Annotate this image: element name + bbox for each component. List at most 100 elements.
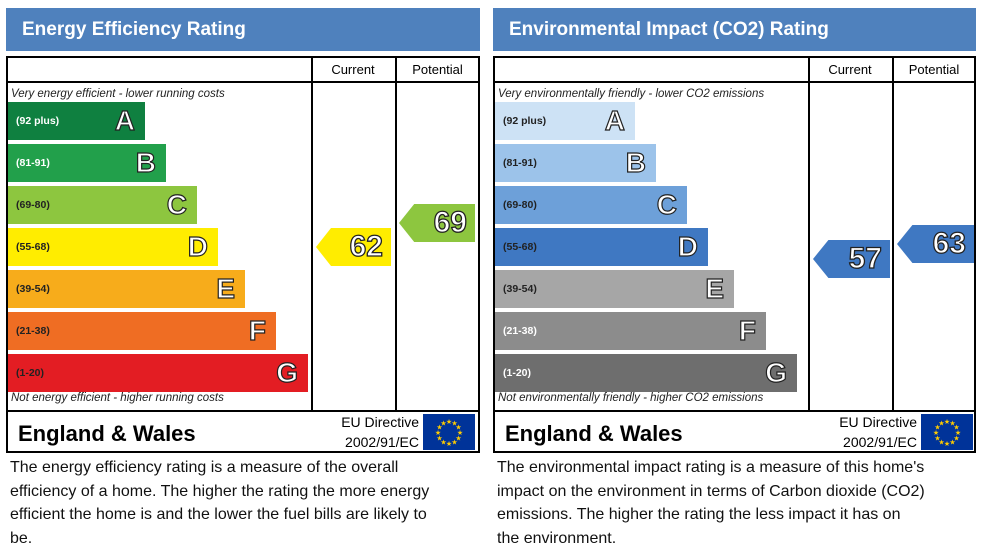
svg-text:★: ★	[436, 424, 442, 432]
svg-text:★: ★	[938, 419, 944, 427]
top-note: Very energy efficient - lower running co…	[11, 88, 225, 100]
rating-bar-e: (39-54) E	[8, 270, 245, 308]
svg-text:★: ★	[953, 435, 959, 443]
band-range: (55-68)	[16, 241, 50, 253]
band-range: (1-20)	[16, 367, 45, 379]
potential-rating-arrow: 69	[399, 204, 475, 242]
band-letter: D	[677, 230, 698, 262]
band-letter: G	[765, 356, 788, 388]
rating-bar-g: (1-20) G	[8, 354, 308, 392]
svg-text:★: ★	[938, 439, 944, 447]
footer-divider	[493, 410, 976, 412]
current-rating-arrow: 57	[813, 240, 890, 278]
svg-text:★: ★	[435, 429, 441, 437]
svg-text:★: ★	[451, 439, 457, 447]
svg-text:★: ★	[934, 424, 940, 432]
energy-chart-frame	[6, 56, 480, 453]
potential-rating-value: 63	[932, 226, 967, 260]
svg-text:★: ★	[949, 419, 955, 427]
rating-bar-c: (69-80) C	[495, 186, 687, 224]
current-rating-arrow: 62	[316, 228, 391, 266]
header-divider	[493, 81, 976, 83]
band-range: (39-54)	[16, 283, 50, 295]
band-letter: F	[248, 314, 266, 346]
band-letter: B	[135, 146, 156, 178]
band-range: (81-91)	[503, 157, 537, 169]
band-letter: C	[656, 188, 677, 220]
column-divider	[892, 56, 894, 412]
rating-bar-d: (55-68) D	[495, 228, 708, 266]
region-label: England & Wales	[505, 421, 683, 446]
band-range: (92 plus)	[16, 115, 60, 127]
band-letter: C	[166, 188, 187, 220]
svg-text:★: ★	[446, 418, 452, 426]
band-range: (21-38)	[503, 325, 537, 337]
rating-bar-g: (1-20) G	[495, 354, 797, 392]
band-letter: B	[625, 146, 646, 178]
band-range: (92 plus)	[503, 115, 547, 127]
svg-text:★: ★	[440, 419, 446, 427]
band-range: (69-80)	[503, 199, 537, 211]
column-divider	[808, 56, 810, 412]
environmental-description: The environmental impact rating is a mea…	[497, 459, 925, 547]
eu-directive-line1: EU Directive	[341, 414, 419, 430]
rating-bar-f: (21-38) F	[495, 312, 766, 350]
current-rating-value: 57	[848, 241, 883, 275]
potential-rating-arrow: 63	[897, 225, 974, 263]
band-range: (55-68)	[503, 241, 537, 253]
band-letter: G	[276, 356, 299, 388]
band-range: (1-20)	[503, 367, 532, 379]
band-letter: E	[705, 272, 725, 304]
rating-bar-b: (81-91) B	[495, 144, 656, 182]
eu-directive-line2: 2002/91/EC	[345, 434, 419, 450]
rating-bar-b: (81-91) B	[8, 144, 166, 182]
svg-text:★: ★	[933, 429, 939, 437]
current-rating-value: 62	[349, 229, 384, 263]
svg-text:★: ★	[455, 424, 461, 432]
environmental-title: Environmental Impact (CO2) Rating	[493, 8, 976, 51]
band-letter: D	[187, 230, 208, 262]
column-header-current: Current	[828, 62, 872, 77]
svg-text:★: ★	[440, 439, 446, 447]
svg-text:★: ★	[944, 440, 950, 448]
svg-text:★: ★	[949, 439, 955, 447]
rating-bar-a: (92 plus) A	[8, 102, 145, 140]
column-divider	[395, 56, 397, 412]
eu-directive-line2: 2002/91/EC	[843, 434, 917, 450]
bottom-note: Not environmentally friendly - higher CO…	[498, 392, 764, 404]
svg-text:★: ★	[436, 435, 442, 443]
potential-rating-value: 69	[433, 205, 468, 239]
rating-bar-f: (21-38) F	[8, 312, 276, 350]
rating-bar-e: (39-54) E	[495, 270, 734, 308]
eu-directive-line1: EU Directive	[839, 414, 917, 430]
rating-bar-d: (55-68) D	[8, 228, 218, 266]
column-header-potential: Potential	[908, 62, 960, 77]
svg-text:★: ★	[455, 435, 461, 443]
column-header-current: Current	[331, 62, 375, 77]
svg-text:★: ★	[451, 419, 457, 427]
svg-text:★: ★	[953, 424, 959, 432]
top-note: Very environmentally friendly - lower CO…	[498, 88, 765, 100]
svg-text:★: ★	[934, 435, 940, 443]
band-range: (21-38)	[16, 325, 50, 337]
footer-divider	[6, 410, 480, 412]
band-letter: E	[216, 272, 236, 304]
band-letter: A	[604, 104, 625, 136]
environmental-chart-frame	[493, 56, 976, 453]
svg-text:★: ★	[955, 429, 961, 437]
band-letter: A	[114, 104, 135, 136]
rating-bar-c: (69-80) C	[8, 186, 197, 224]
bottom-note: Not energy efficient - higher running co…	[11, 392, 224, 404]
svg-text:★: ★	[944, 418, 950, 426]
header-divider	[6, 81, 480, 83]
svg-text:★: ★	[446, 440, 452, 448]
band-range: (69-80)	[16, 199, 50, 211]
eu-flag-icon: ★ ★ ★ ★ ★ ★ ★ ★ ★ ★ ★ ★	[423, 414, 475, 450]
rating-bar-a: (92 plus) A	[495, 102, 635, 140]
svg-text:★: ★	[457, 429, 463, 437]
column-header-potential: Potential	[412, 62, 463, 77]
band-range: (81-91)	[16, 157, 50, 169]
energy-description: The energy efficiency rating is a measur…	[10, 459, 430, 547]
band-range: (39-54)	[503, 283, 537, 295]
column-divider	[311, 56, 313, 412]
